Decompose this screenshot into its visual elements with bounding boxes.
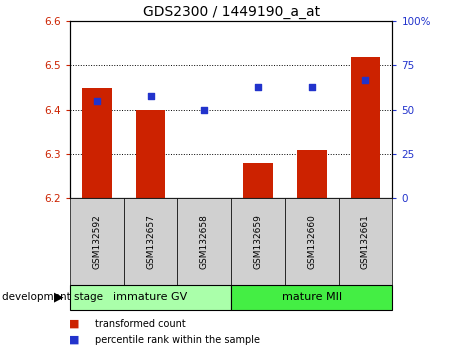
Text: mature MII: mature MII (282, 292, 342, 302)
Point (201, 107, 208, 113)
Text: GSM132657: GSM132657 (146, 214, 155, 269)
Point (254, 84, 262, 90)
Text: ▶: ▶ (54, 291, 64, 304)
Text: GSM132658: GSM132658 (200, 214, 209, 269)
Point (147, 93, 154, 98)
Text: development stage: development stage (2, 292, 103, 302)
Bar (297, 150, 327, 198)
Text: GSM132592: GSM132592 (92, 214, 101, 269)
Bar (243, 163, 273, 198)
Point (93, 98, 101, 104)
Bar (351, 57, 380, 198)
Text: transformed count: transformed count (95, 319, 185, 329)
Bar (136, 110, 166, 198)
Text: immature GV: immature GV (113, 292, 188, 302)
Title: GDS2300 / 1449190_a_at: GDS2300 / 1449190_a_at (143, 5, 320, 19)
Text: GSM132659: GSM132659 (253, 214, 262, 269)
Point (308, 84, 315, 90)
Text: ■: ■ (69, 319, 80, 329)
Text: GSM132661: GSM132661 (361, 214, 370, 269)
Point (362, 77, 369, 82)
Text: percentile rank within the sample: percentile rank within the sample (95, 335, 260, 345)
Text: GSM132660: GSM132660 (307, 214, 316, 269)
Bar (82, 88, 111, 198)
Text: ■: ■ (69, 335, 80, 345)
